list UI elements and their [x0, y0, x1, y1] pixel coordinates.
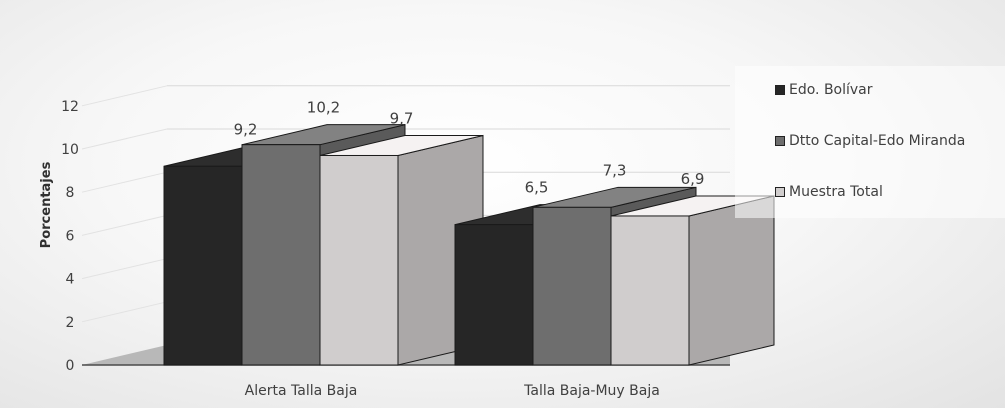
data-label: 6,5 — [525, 179, 549, 197]
data-label: 10,2 — [307, 99, 340, 117]
legend: Edo. Bolívar Dtto Capital-Edo Miranda Mues… — [735, 66, 1005, 218]
legend-swatch — [775, 187, 785, 197]
y-tick-label: 8 — [66, 185, 75, 201]
y-tick-label: 10 — [61, 142, 79, 158]
legend-label: Dtto Capital-Edo Miranda — [789, 133, 966, 149]
gridline-depth-10 — [81, 128, 168, 150]
data-label: 9,2 — [234, 120, 258, 138]
y-axis-title: Porcentajes — [39, 161, 54, 248]
gridline-depth-2 — [81, 301, 168, 323]
legend-label: Edo. Bolívar — [789, 82, 873, 98]
bar-front — [532, 206, 612, 366]
bar-side — [688, 195, 775, 366]
category-label: Talla Baja-Muy Baja — [523, 383, 660, 399]
legend-swatch — [775, 136, 785, 146]
bar-front — [319, 154, 399, 366]
legend-item: Dtto Capital-Edo Miranda — [775, 133, 965, 149]
legend-swatch — [775, 85, 785, 95]
gridline-depth-8 — [81, 171, 168, 193]
gridline-depth-4 — [81, 258, 168, 280]
legend-item: Edo. Bolívar — [775, 82, 873, 98]
bar-front — [454, 224, 534, 366]
legend-label: Muestra Total — [789, 184, 883, 200]
bar-front — [241, 144, 321, 366]
y-tick-label: 4 — [66, 272, 75, 288]
data-label: 6,9 — [681, 170, 705, 188]
legend-item: Muestra Total — [775, 184, 883, 200]
y-tick-label: 6 — [66, 228, 75, 244]
gridline-depth-6 — [81, 214, 168, 236]
y-tick-label: 0 — [66, 358, 75, 374]
gridline-depth-12 — [81, 85, 168, 107]
data-label: 7,3 — [603, 161, 627, 179]
bar — [319, 134, 484, 366]
bar-front — [163, 165, 243, 366]
category-label: Alerta Talla Baja — [245, 383, 358, 399]
y-tick-label: 2 — [66, 315, 75, 331]
data-label: 9,7 — [390, 109, 414, 127]
y-tick-label: 12 — [61, 99, 79, 115]
bar-front — [610, 215, 690, 366]
bar — [610, 195, 775, 366]
